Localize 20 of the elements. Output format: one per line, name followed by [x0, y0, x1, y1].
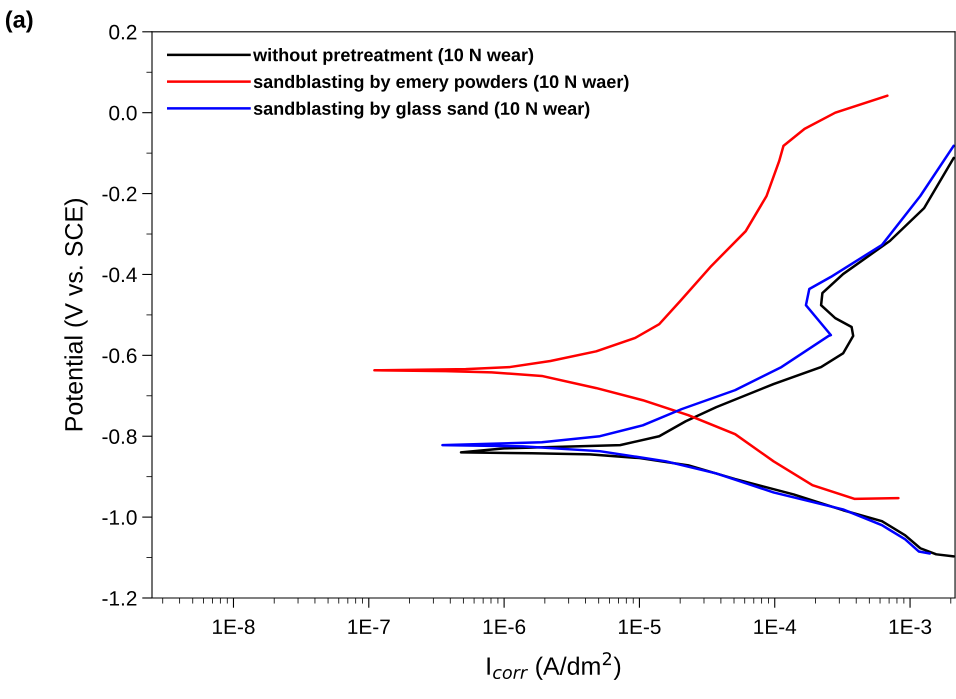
x-tick-label: 1E-3 [890, 619, 932, 634]
y-tick-label: -0.6 [102, 348, 137, 364]
x-tick-label: 1E-5 [619, 620, 661, 634]
x-tick-label: 1E-8 [213, 619, 255, 634]
legend-label: sandblasting by glass sand (10 N wear) [254, 102, 590, 119]
y-tick-label: -1.2 [102, 590, 136, 606]
y-tick-label: 0.0 [109, 106, 137, 120]
text: (a) [6, 10, 32, 32]
y-tick-label: -1.0 [102, 510, 137, 525]
legend-label: sandblasting by emery powders (10 N waer) [254, 74, 628, 92]
legend-label: without pretreatment (10 N wear) [253, 48, 534, 65]
x-axis-title: I$_{corr}$ (A/dm$^{2}$) [487, 652, 620, 680]
x-tick-label: 1E-6 [484, 619, 526, 634]
x-tick-label: 1E-4 [754, 620, 796, 634]
y-tick-label: -0.8 [102, 429, 137, 444]
y-axis-title: Potential (V vs. SCE) [64, 199, 88, 430]
y-tick-label: -0.2 [102, 186, 136, 202]
y-tick-label: -0.4 [102, 267, 137, 282]
x-tick-label: 1E-7 [348, 620, 390, 634]
y-tick-label: 0.2 [109, 24, 136, 40]
